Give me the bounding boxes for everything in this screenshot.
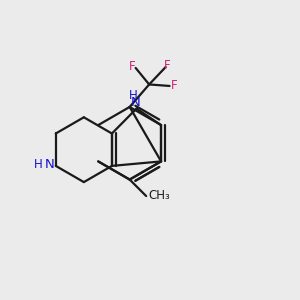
Text: F: F bbox=[171, 80, 177, 92]
Text: H: H bbox=[128, 88, 137, 102]
Text: N: N bbox=[44, 158, 54, 171]
Text: H: H bbox=[34, 158, 43, 171]
Text: F: F bbox=[129, 60, 136, 73]
Text: N: N bbox=[131, 95, 141, 109]
Text: F: F bbox=[164, 59, 170, 72]
Text: CH₃: CH₃ bbox=[148, 189, 170, 202]
